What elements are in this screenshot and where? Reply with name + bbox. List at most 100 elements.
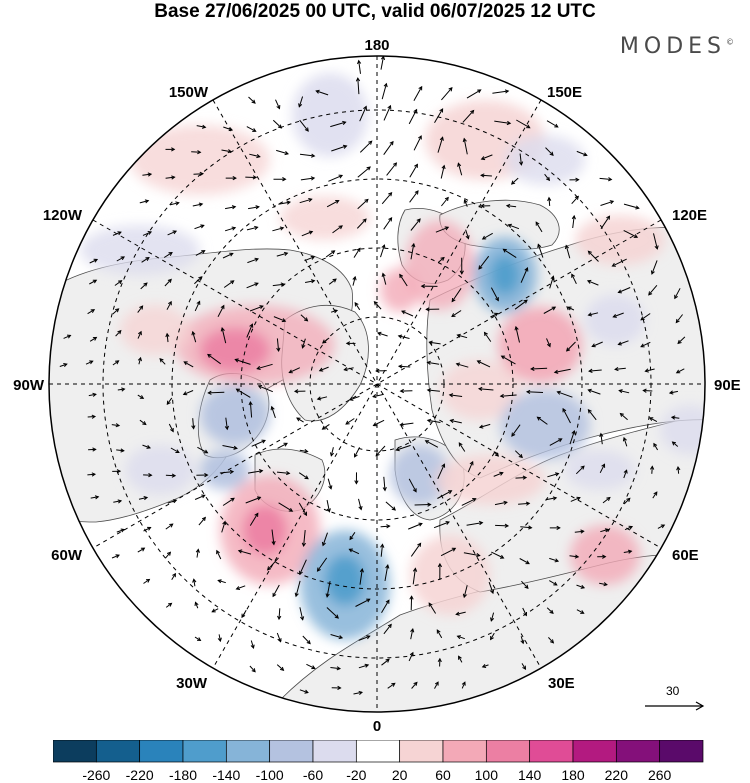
wind-vector <box>114 280 122 286</box>
wind-vector <box>326 581 331 597</box>
wind-vector <box>276 471 290 474</box>
wind-vector-head <box>201 494 206 499</box>
wind-vector-head <box>343 367 348 372</box>
wind-vector-head <box>217 637 222 643</box>
wind-vector-head <box>650 270 655 275</box>
wind-vector <box>462 110 474 123</box>
wind-vector <box>380 525 390 528</box>
wind-vector <box>548 637 554 644</box>
wind-vector <box>572 215 575 229</box>
wind-vector-head <box>455 362 461 367</box>
wind-vector <box>317 557 328 572</box>
wind-vector-head <box>546 342 551 348</box>
wind-vector-head <box>277 615 282 621</box>
wind-vector-head <box>463 199 468 204</box>
wind-vector <box>191 151 201 153</box>
wind-vector-head <box>494 452 500 457</box>
wind-vector-head <box>409 595 414 600</box>
wind-vector-head <box>115 554 120 559</box>
wind-vector-head <box>558 438 563 443</box>
wind-vector-head <box>311 153 316 158</box>
wind-vector <box>322 337 330 344</box>
wind-vector <box>398 365 411 368</box>
wind-vector <box>246 126 256 132</box>
wind-vector-head <box>321 541 326 547</box>
wind-vector-head <box>175 201 180 206</box>
wind-vector <box>562 408 571 424</box>
wind-vector-head <box>522 665 527 670</box>
wind-vector-head <box>448 393 454 398</box>
wind-vector <box>535 221 543 233</box>
wind-vector <box>676 368 685 374</box>
wind-vector-head <box>500 355 506 360</box>
wind-vector <box>386 162 397 176</box>
wind-vector <box>352 276 356 286</box>
wind-vector-head <box>301 344 306 349</box>
wind-vector-head <box>283 251 289 256</box>
wind-vector <box>377 332 388 337</box>
wind-vector <box>382 273 387 285</box>
wind-vector <box>484 332 492 342</box>
wind-vector <box>271 529 275 545</box>
wind-vector <box>428 602 437 614</box>
wind-vector <box>546 607 554 614</box>
wind-vector-head <box>294 592 299 598</box>
wind-vector-head <box>316 567 321 572</box>
wind-vector <box>169 202 179 206</box>
brand-mark: © <box>726 37 734 47</box>
wind-vector-head <box>617 341 622 346</box>
wind-vector-head <box>204 449 209 454</box>
wind-vector-head <box>207 353 212 358</box>
wind-vector <box>116 529 125 533</box>
wind-vector <box>236 388 251 398</box>
wind-vector <box>520 526 532 529</box>
wind-vector-head <box>357 59 362 65</box>
wind-vector <box>463 552 480 557</box>
wind-vector <box>479 423 491 428</box>
wind-vector-head <box>234 358 239 363</box>
wind-vector <box>374 301 382 310</box>
wind-vector-head <box>424 440 430 444</box>
wind-vector-head <box>143 496 149 501</box>
wind-vector-head <box>574 195 579 200</box>
wind-vector <box>183 361 194 368</box>
wind-vector-head <box>480 156 486 161</box>
wind-vector-head <box>550 275 555 280</box>
wind-vector <box>384 565 389 581</box>
wind-vector <box>613 312 624 318</box>
wind-vector-head <box>391 682 396 687</box>
wind-vector-head <box>528 525 533 530</box>
wind-vector <box>298 96 304 107</box>
wind-vector-head <box>276 105 281 110</box>
wind-vector-head <box>147 231 153 235</box>
wind-vector-head <box>345 420 350 425</box>
wind-vector <box>522 607 527 616</box>
wind-vector <box>623 437 628 447</box>
colorbar-cell <box>442 740 487 763</box>
wind-vector <box>451 288 462 302</box>
wind-vector-head <box>228 127 234 132</box>
wind-vector <box>299 689 309 694</box>
wind-vector-head <box>166 551 172 556</box>
wind-vector <box>463 138 468 155</box>
wind-vector-head <box>458 655 462 660</box>
wind-vector <box>111 554 120 559</box>
wind-vector <box>116 449 124 452</box>
wind-vector <box>494 501 507 506</box>
wind-vector <box>526 391 544 393</box>
wind-vector <box>557 391 573 398</box>
wind-vector <box>345 418 355 425</box>
wind-vector <box>602 497 611 504</box>
wind-vector <box>302 635 311 644</box>
wind-vector-head <box>345 341 351 346</box>
wind-vector-head <box>172 572 176 578</box>
wind-vector-head <box>355 77 361 82</box>
wind-vector-head <box>325 593 330 598</box>
wind-vector <box>600 433 603 445</box>
wind-vector <box>587 280 599 286</box>
wind-vector-head <box>441 164 446 170</box>
wind-vector-head <box>66 334 72 339</box>
wind-vector <box>490 632 495 640</box>
wind-vector <box>115 330 122 337</box>
wind-vector <box>89 259 98 264</box>
